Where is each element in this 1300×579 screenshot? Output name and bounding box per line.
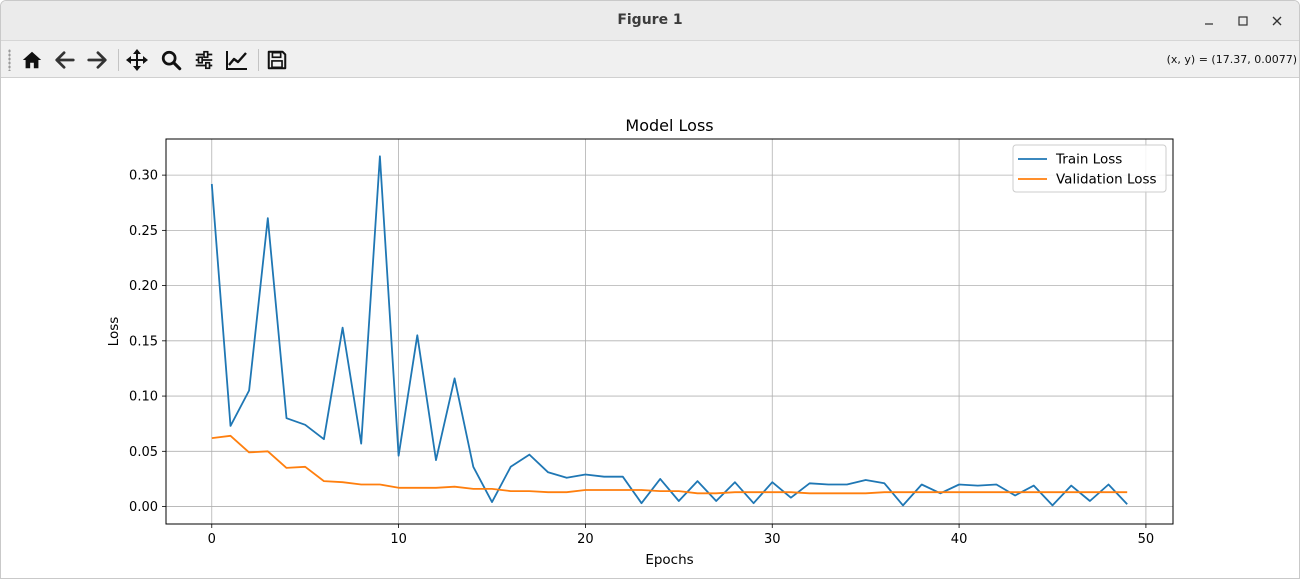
x-tick-label: 20 <box>577 532 594 547</box>
x-tick-label: 40 <box>951 532 968 547</box>
legend[interactable]: Train Loss Validation Loss <box>1012 144 1167 193</box>
title-bar[interactable]: Figure 1 <box>1 1 1299 41</box>
legend-label: Train Loss <box>1055 152 1122 168</box>
y-tick-label: 0.15 <box>129 334 158 349</box>
figure-canvas[interactable]: 0 10 20 30 40 50 0.00 0.05 0.10 0.15 0.20 0.25 0.30 … <box>1 78 1299 578</box>
x-axis-label: Epochs <box>645 552 693 568</box>
forward-button[interactable] <box>82 45 112 75</box>
y-tick-label: 0.25 <box>129 224 158 239</box>
x-tick-label: 0 <box>208 532 216 547</box>
x-tick-label: 50 <box>1138 532 1155 547</box>
window-title: Figure 1 <box>617 12 683 28</box>
axes-frame <box>165 138 1174 525</box>
floppy-disk-icon <box>267 50 287 70</box>
maximize-icon <box>1238 16 1248 26</box>
sliders-icon <box>195 50 213 70</box>
y-tick-label: 0.00 <box>129 500 158 515</box>
navigation-toolbar: (x, y) = (17.37, 0.0077) <box>1 41 1299 78</box>
minimize-button[interactable] <box>1195 9 1223 33</box>
back-button[interactable] <box>50 45 80 75</box>
move-icon <box>126 49 148 71</box>
close-button[interactable] <box>1263 9 1291 33</box>
y-tick-label: 0.10 <box>129 390 158 405</box>
home-button[interactable] <box>17 45 47 75</box>
grid <box>166 139 1173 524</box>
magnifier-icon <box>161 50 182 71</box>
y-tick-label: 0.30 <box>129 169 158 184</box>
x-tick-label: 30 <box>764 532 781 547</box>
zoom-button[interactable] <box>156 45 186 75</box>
close-icon <box>1272 16 1282 26</box>
y-tick-label: 0.05 <box>129 445 158 460</box>
series-lines <box>210 155 1128 507</box>
loss-chart[interactable]: 0 10 20 30 40 500.000.050.100.150.200.250.30 … <box>1 78 1299 578</box>
toolbar-separator <box>258 49 259 71</box>
legend-label: Validation Loss <box>1056 172 1157 188</box>
chart-title: Model Loss <box>625 116 713 135</box>
edit-axes-button[interactable] <box>222 45 252 75</box>
toolbar-grip[interactable] <box>8 49 11 71</box>
cursor-coordinates: (x, y) = (17.37, 0.0077) <box>1166 53 1297 66</box>
y-axis-label: Loss <box>106 317 122 347</box>
pan-button[interactable] <box>122 45 152 75</box>
y-tick-label: 0.20 <box>129 279 158 294</box>
minimize-icon <box>1205 23 1213 25</box>
series-line-validation-loss <box>211 434 1128 495</box>
configure-subplots-button[interactable] <box>189 45 219 75</box>
series-line-train-loss <box>210 155 1128 507</box>
home-icon <box>22 51 42 69</box>
x-tick-label: 10 <box>390 532 407 547</box>
ticks: 0 10 20 30 40 50 0.00 0.05 0.10 0.15 0.20 0.25 0.30 <box>129 169 1154 547</box>
legend-box <box>1012 144 1167 193</box>
arrow-right-icon <box>87 51 107 69</box>
window-controls <box>1195 9 1291 33</box>
toolbar-separator <box>118 49 119 71</box>
save-button[interactable] <box>262 45 292 75</box>
arrow-left-icon <box>55 51 75 69</box>
maximize-button[interactable] <box>1229 9 1257 33</box>
line-chart-icon <box>226 51 247 70</box>
